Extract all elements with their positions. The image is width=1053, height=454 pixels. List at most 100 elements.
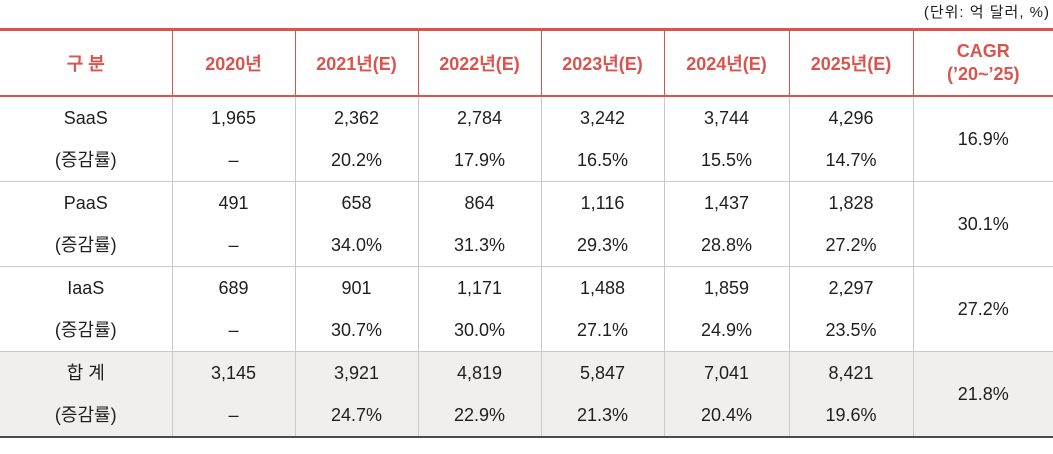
cagr-header-line1: CAGR <box>956 41 1010 61</box>
cagr-header-line2: (’20~’25) <box>946 64 1020 84</box>
cell-iaas-2020: 689 – <box>171 266 295 352</box>
cell-value: 1,437 <box>703 193 750 213</box>
cell-value: 7,041 <box>703 363 750 383</box>
cell-saas-2022: 2,784 17.9% <box>417 96 541 182</box>
row-name: IaaS <box>67 278 105 298</box>
cell-value: 1,828 <box>828 193 874 213</box>
cell-value: 689 <box>218 278 249 298</box>
cell-saas-2020: 1,965 – <box>171 96 295 182</box>
row-name: 합 계 <box>66 363 105 383</box>
cell-change: 14.7% <box>825 150 877 170</box>
cell-saas-cagr: 16.9% <box>912 96 1053 182</box>
col-header-2020: 2020년 <box>171 29 295 97</box>
cell-saas-2021: 2,362 20.2% <box>294 96 418 182</box>
col-header-cagr: CAGR (’20~’25) <box>912 29 1053 97</box>
cell-paas-2021: 658 34.0% <box>294 181 418 267</box>
cell-value: 3,145 <box>210 363 257 383</box>
unit-label: (단위: 억 달러, %) <box>923 4 1050 21</box>
col-header-2022: 2022년(E) <box>417 29 541 97</box>
cloud-market-forecast-table-page: (단위: 억 달러, %) 구 분 2020년 2021년(E) 2022년(E… <box>0 4 1053 438</box>
cell-paas-2020: 491 – <box>171 181 295 267</box>
col-header-2024: 2024년(E) <box>663 29 789 97</box>
cell-value: 4,296 <box>828 108 874 128</box>
cell-value: 1,965 <box>210 108 257 128</box>
row-label-paas: PaaS (증감률) <box>0 181 172 267</box>
table-row-saas: SaaS (증감률) 1,965 – 2,362 20.2% 2,784 17.… <box>0 96 1053 182</box>
cell-iaas-2021: 901 30.7% <box>294 266 418 352</box>
cell-change: – <box>228 405 239 425</box>
cell-change: 16.5% <box>576 150 629 170</box>
col-header-2021: 2021년(E) <box>294 29 418 97</box>
table-row-paas: PaaS (증감률) 491 – 658 34.0% 864 31.3% 1,1… <box>0 181 1053 267</box>
cell-change: 17.9% <box>453 150 506 170</box>
cell-change: 24.7% <box>330 405 383 425</box>
cell-paas-2024: 1,437 28.8% <box>663 181 789 267</box>
cell-change: – <box>228 320 239 340</box>
cell-change: – <box>228 150 239 170</box>
cell-total-2025: 8,421 19.6% <box>788 351 913 437</box>
cell-value: 1,488 <box>579 278 626 298</box>
cell-total-2021: 3,921 24.7% <box>294 351 418 437</box>
cell-change: 27.2% <box>825 235 877 255</box>
cell-value: 4,819 <box>456 363 503 383</box>
cell-saas-2024: 3,744 15.5% <box>663 96 789 182</box>
cell-total-2024: 7,041 20.4% <box>663 351 789 437</box>
row-label-iaas: IaaS (증감률) <box>0 266 172 352</box>
cell-change: 20.2% <box>330 150 383 170</box>
cell-change: 29.3% <box>576 235 629 255</box>
col-header-category: 구 분 <box>0 29 172 97</box>
cell-total-2020: 3,145 – <box>171 351 295 437</box>
row-sublabel: (증감률) <box>54 405 117 425</box>
cell-paas-2023: 1,116 29.3% <box>540 181 664 267</box>
cell-change: 23.5% <box>825 320 877 340</box>
cell-value: 2,297 <box>828 278 874 298</box>
cell-value: 5,847 <box>579 363 626 383</box>
table-row-total: 합 계 (증감률) 3,145 – 3,921 24.7% 4,819 22.9… <box>0 351 1053 437</box>
table-header-row: 구 분 2020년 2021년(E) 2022년(E) 2023년(E) 202… <box>0 29 1053 97</box>
cell-value: 864 <box>464 193 495 213</box>
cell-paas-2025: 1,828 27.2% <box>788 181 913 267</box>
cell-total-2022: 4,819 22.9% <box>417 351 541 437</box>
cell-value: 8,421 <box>828 363 874 383</box>
cell-value: 658 <box>341 193 372 213</box>
cell-change: – <box>228 235 239 255</box>
cell-saas-2025: 4,296 14.7% <box>788 96 913 182</box>
cell-paas-2022: 864 31.3% <box>417 181 541 267</box>
row-name: SaaS <box>63 108 108 128</box>
row-sublabel: (증감률) <box>54 150 117 170</box>
row-sublabel: (증감률) <box>54 320 117 340</box>
cell-value: 3,921 <box>333 363 380 383</box>
cell-value: 2,784 <box>456 108 503 128</box>
cell-change: 24.9% <box>700 320 753 340</box>
row-label-total: 합 계 (증감률) <box>0 351 172 437</box>
cell-change: 22.9% <box>453 405 506 425</box>
cell-value: 3,242 <box>579 108 626 128</box>
cell-change: 15.5% <box>700 150 753 170</box>
cell-iaas-2023: 1,488 27.1% <box>540 266 664 352</box>
cell-value: 491 <box>218 193 249 213</box>
col-header-2023: 2023년(E) <box>540 29 664 97</box>
cell-value: 1,859 <box>703 278 750 298</box>
cell-change: 31.3% <box>453 235 506 255</box>
cell-iaas-2024: 1,859 24.9% <box>663 266 789 352</box>
cell-change: 19.6% <box>825 405 877 425</box>
cell-iaas-2025: 2,297 23.5% <box>788 266 913 352</box>
cell-saas-2023: 3,242 16.5% <box>540 96 664 182</box>
cell-value: 1,171 <box>456 278 503 298</box>
cell-value: 3,744 <box>703 108 750 128</box>
row-name: PaaS <box>63 193 108 213</box>
cell-value: 2,362 <box>333 108 380 128</box>
cell-change: 30.0% <box>453 320 506 340</box>
table-row-iaas: IaaS (증감률) 689 – 901 30.7% 1,171 30.0% 1… <box>0 266 1053 352</box>
cell-change: 27.1% <box>576 320 629 340</box>
cell-change: 21.3% <box>576 405 629 425</box>
cell-change: 30.7% <box>330 320 383 340</box>
cell-value: 901 <box>341 278 372 298</box>
cell-iaas-2022: 1,171 30.0% <box>417 266 541 352</box>
row-label-saas: SaaS (증감률) <box>0 96 172 182</box>
cell-total-cagr: 21.8% <box>912 351 1053 437</box>
cell-change: 28.8% <box>700 235 753 255</box>
cell-change: 34.0% <box>330 235 383 255</box>
cell-paas-cagr: 30.1% <box>912 181 1053 267</box>
cell-value: 1,116 <box>580 193 625 213</box>
